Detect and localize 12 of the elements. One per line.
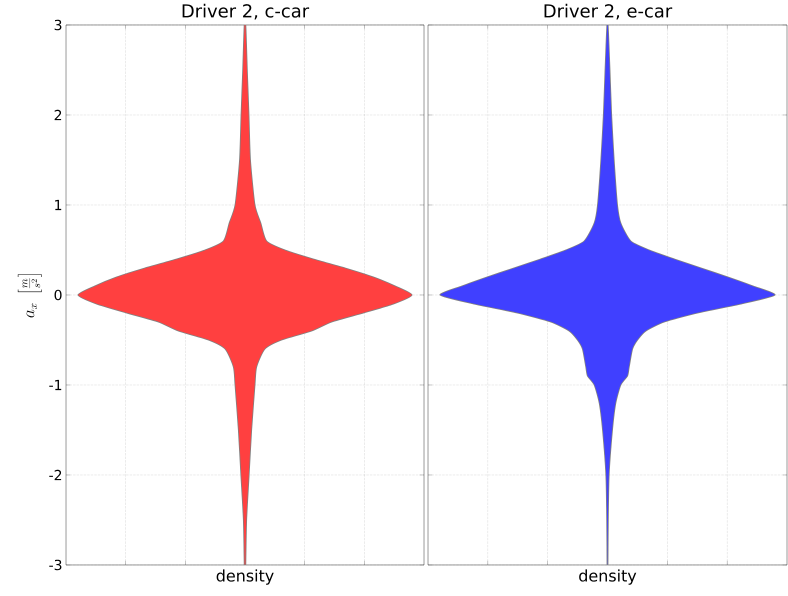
y-tick-label: 1 [55,200,62,210]
x-axis-title: density [579,569,636,585]
x-axis-title: density [216,569,274,585]
y-tick-label: 2 [54,110,62,120]
y-tick-label: -2 [49,470,62,480]
y-axis-title: $a_x\ \left[\frac{m}{s^2}\right]$ [18,274,42,318]
y-tick-label: -3 [49,560,62,570]
y-tick-label: 0 [54,290,62,300]
chart-title: Driver 2, e-car [544,4,672,20]
chart-title: Driver 2, c-car [182,4,310,20]
y-tick-label: -1 [49,380,62,390]
y-tick-label: 3 [54,20,62,30]
